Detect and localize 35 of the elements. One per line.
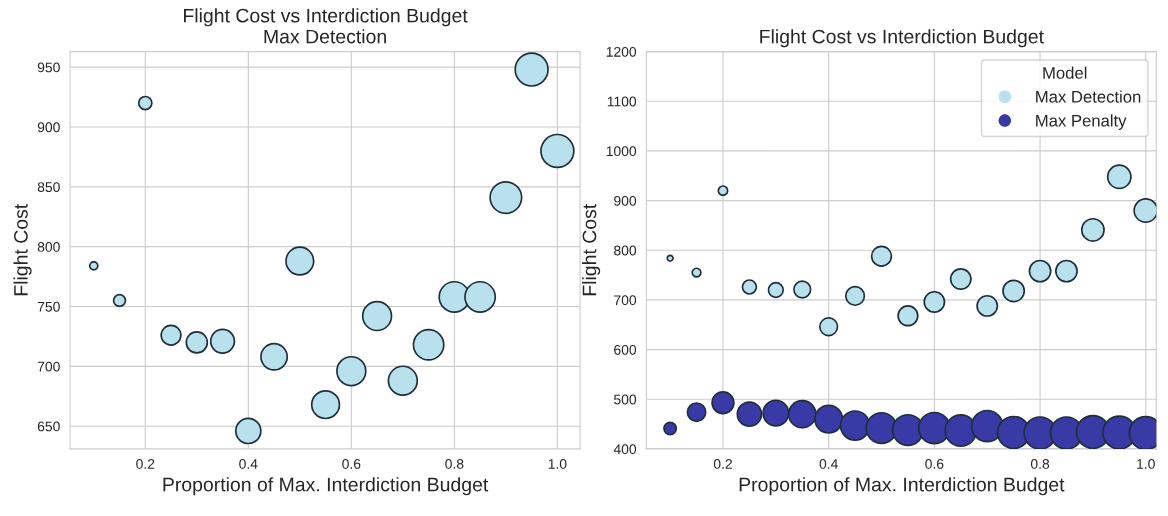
y-tick-label: 1100 [607,96,637,107]
y-tick-label: 1200 [606,46,637,57]
x-tick-label: 0.8 [445,459,464,469]
x-tick-label: 0.6 [342,459,361,469]
x-axis-title: Proportion of Max. Interdiction Budget [163,477,489,496]
x-axis-title: Proportion of Max. Interdiction Budget [739,477,1065,496]
x-tick-label: 1.0 [1137,459,1155,469]
y-tick-label: 950 [37,62,60,73]
y-tick-label: 850 [37,182,60,192]
y-tick-label: 750 [37,301,60,312]
y-tick-label: 500 [614,394,637,405]
y-tick-label: 700 [37,361,60,372]
y-tick-label: 600 [614,344,637,355]
y-tick-label: 400 [613,444,637,455]
y-axis-title: Flight Cost [582,203,601,296]
x-tick-label: 0.8 [1030,459,1050,469]
y-tick-label: 900 [37,122,60,133]
x-tick-label: 0.4 [239,459,258,469]
legend-label: Max Detection [1036,90,1141,103]
y-tick-label: 650 [37,421,60,432]
y-axis-title: Flight Cost [13,203,32,296]
legend-title: Model [1043,66,1087,79]
y-tick-label: 700 [614,295,637,306]
x-tick-label: 0.6 [925,459,944,469]
y-tick-label: 900 [614,195,637,206]
chart-title: Flight Cost vs Interdiction Budget Max Detection [184,8,468,44]
legend-label: Max Penalty [1036,114,1127,130]
y-tick-label: 1000 [606,146,637,157]
x-tick-label: 0.4 [819,459,838,469]
x-tick-label: 0.2 [136,459,155,469]
y-tick-label: 800 [37,242,60,252]
y-tick-label: 800 [614,245,637,256]
chart-title: Flight Cost vs Interdiction Budget [760,29,1044,48]
x-tick-label: 1.0 [548,459,567,469]
x-tick-label: 0.2 [713,459,732,469]
